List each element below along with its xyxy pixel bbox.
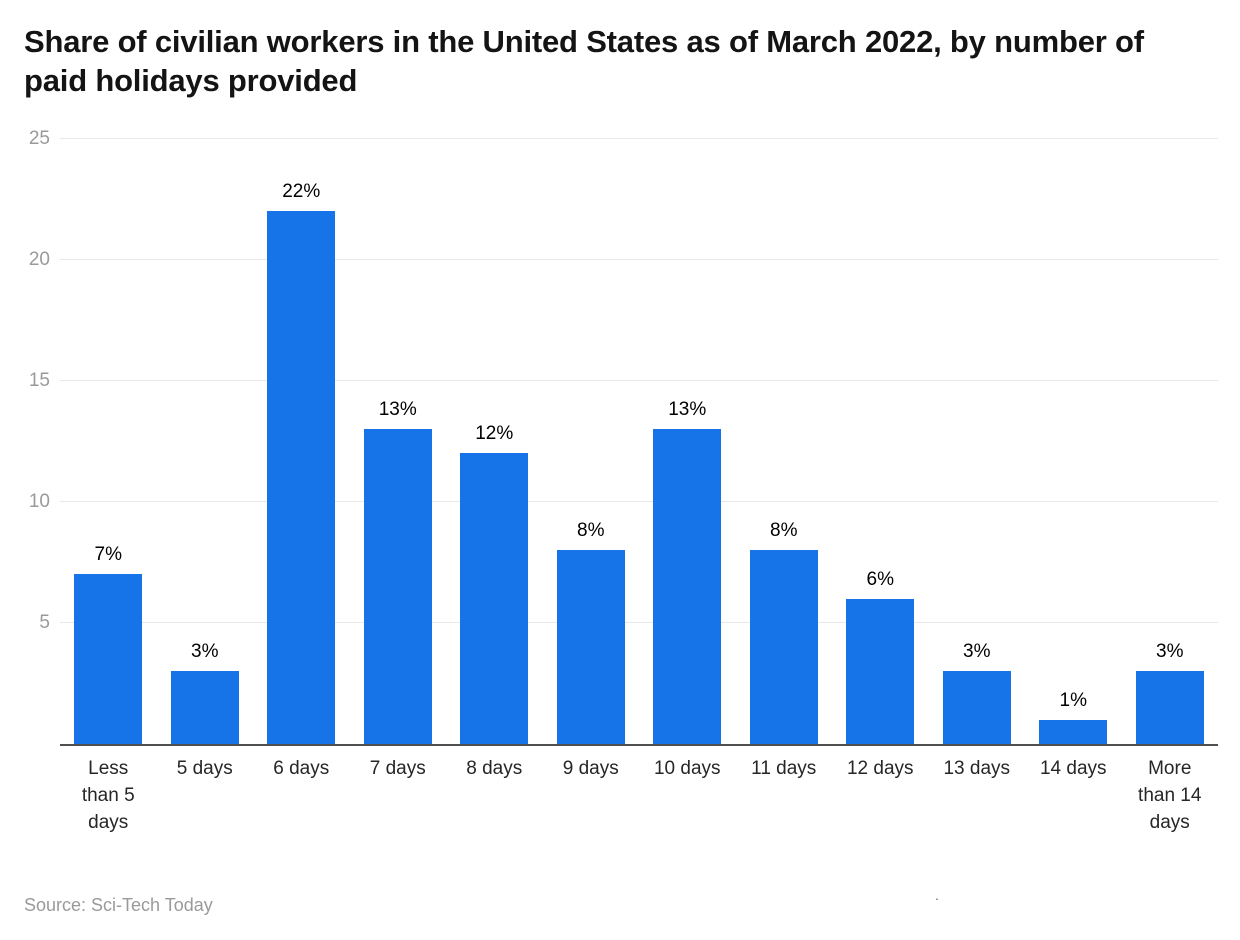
bar-value-label: 22% (282, 181, 321, 203)
bar-column: 22% (253, 139, 350, 744)
bar-column: 13% (350, 139, 447, 744)
source-text: Source: Sci-Tech Today (24, 895, 213, 915)
bar-value-label: 1% (1059, 689, 1087, 711)
y-tick-label: 10 (28, 490, 50, 512)
bar-column: 7% (60, 139, 157, 744)
y-tick-label: 20 (28, 248, 50, 270)
x-axis-label: 7 days (369, 757, 426, 779)
bar-column: 8% (543, 139, 640, 744)
bar-value-label: 12% (475, 423, 514, 445)
bar-column: 3% (929, 139, 1026, 744)
gridline (60, 137, 1218, 139)
footnote-dot: . (935, 887, 939, 903)
bar-value-label: 7% (94, 544, 122, 566)
gridline (60, 500, 1218, 502)
bar-value-label: 3% (963, 641, 991, 663)
bar-value-label: 6% (866, 568, 894, 590)
x-axis-label: 11 days (751, 757, 817, 779)
bar (267, 211, 336, 744)
x-axis-label: 9 days (562, 757, 619, 779)
x-axis-label: 6 days (273, 757, 330, 779)
bar-value-label: 8% (770, 520, 798, 542)
bar (170, 671, 239, 744)
bar (556, 550, 625, 744)
bar (749, 550, 818, 744)
bar (1135, 671, 1204, 744)
bar-column: 12% (446, 139, 543, 744)
bar-column: 8% (736, 139, 833, 744)
chart-title: Share of civilian workers in the United … (24, 24, 1144, 99)
bar (653, 429, 722, 744)
bar-column: 1% (1025, 139, 1122, 744)
gridline (60, 258, 1218, 260)
bar-chart: 5 10 15 20 25 7% 3% 22% 13% 12% 8% 13% 8% 6% 3% 1% 3% (29, 128, 1218, 746)
x-axis-label: 14 days (1039, 757, 1107, 779)
bar-column: 3% (1122, 139, 1219, 744)
bar-column: 6% (832, 139, 929, 744)
x-axis: Less than 5 days 5 days 6 days 7 days 8 days… (60, 756, 1218, 852)
x-axis-label: More than 14 days (1138, 757, 1202, 833)
bars-row: 7% 3% 22% 13% 12% 8% 13% 8% 6% 3% 1% 3% (60, 139, 1218, 744)
y-tick-label: 25 (28, 127, 50, 149)
x-axis-label: Less than 5 days (81, 757, 135, 833)
x-axis-label: 13 days (943, 757, 1011, 779)
bar (846, 598, 915, 744)
gridline (60, 379, 1218, 381)
bar (363, 429, 432, 744)
x-axis-label: 12 days (846, 757, 914, 779)
y-tick-label: 15 (28, 369, 50, 391)
bar-value-label: 13% (378, 399, 417, 421)
bar-value-label: 13% (668, 399, 707, 421)
bar-value-label: 3% (1156, 641, 1184, 663)
bar (1039, 719, 1108, 744)
bar (74, 574, 143, 744)
x-axis-label: 5 days (176, 757, 233, 779)
bar-column: 3% (157, 139, 254, 744)
y-tick-label: 5 (39, 611, 50, 633)
x-axis-label: 8 days (466, 757, 523, 779)
gridline (60, 621, 1218, 623)
bar (460, 453, 529, 744)
bar-value-label: 3% (191, 641, 219, 663)
x-axis-label: 10 days (653, 757, 721, 779)
bar (942, 671, 1011, 744)
bar-column: 13% (639, 139, 736, 744)
source-row: Source: Sci-Tech Today . (0, 887, 1240, 940)
plot-area: 5 10 15 20 25 7% 3% 22% 13% 12% 8% 13% 8% 6% 3% 1% 3% (29, 128, 1218, 746)
bar-value-label: 8% (577, 520, 605, 542)
